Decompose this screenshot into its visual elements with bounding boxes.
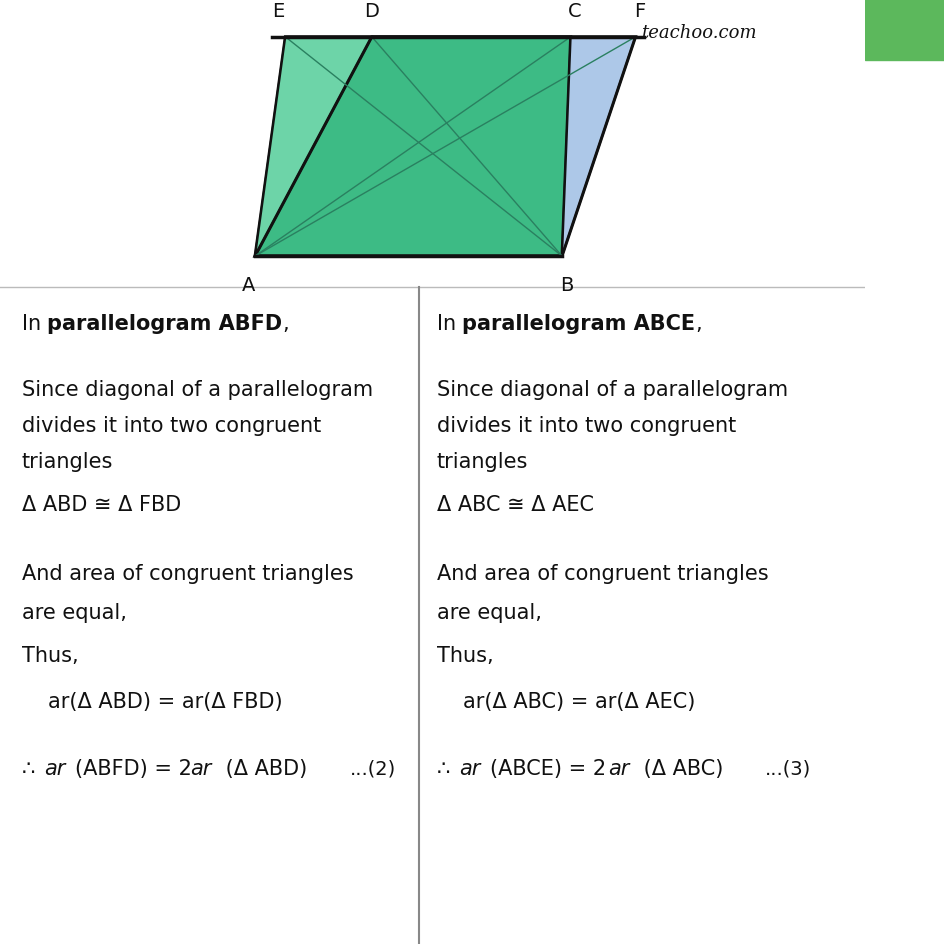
Text: Thus,: Thus, xyxy=(436,646,493,666)
Text: Since diagonal of a parallelogram: Since diagonal of a parallelogram xyxy=(22,379,372,399)
Polygon shape xyxy=(562,38,635,257)
Text: (ABCE) = 2: (ABCE) = 2 xyxy=(490,758,613,778)
Text: F: F xyxy=(633,2,645,21)
Text: triangles: triangles xyxy=(22,452,113,472)
Text: ar(Δ ABC) = ar(Δ AEC): ar(Δ ABC) = ar(Δ AEC) xyxy=(463,691,694,711)
Text: are equal,: are equal, xyxy=(436,602,541,623)
Text: teachoo.com: teachoo.com xyxy=(640,24,756,42)
Text: (Δ ABD): (Δ ABD) xyxy=(218,758,307,778)
Polygon shape xyxy=(255,38,371,257)
Text: Since diagonal of a parallelogram: Since diagonal of a parallelogram xyxy=(436,379,787,399)
Text: (ABFD) = 2: (ABFD) = 2 xyxy=(76,758,198,778)
Text: D: D xyxy=(364,2,379,21)
Text: And area of congruent triangles: And area of congruent triangles xyxy=(22,564,353,583)
Text: A: A xyxy=(242,276,255,295)
Text: In: In xyxy=(436,314,462,334)
Text: Thus,: Thus, xyxy=(22,646,78,666)
Text: ar: ar xyxy=(607,758,629,778)
Text: ...(3): ...(3) xyxy=(765,759,811,778)
Text: E: E xyxy=(272,2,284,21)
Text: ar: ar xyxy=(190,758,211,778)
Text: ...(2): ...(2) xyxy=(350,759,396,778)
Text: C: C xyxy=(567,2,582,21)
Text: ,: , xyxy=(695,314,701,334)
Text: are equal,: are equal, xyxy=(22,602,126,623)
Text: ar(Δ ABD) = ar(Δ FBD): ar(Δ ABD) = ar(Δ FBD) xyxy=(47,691,282,711)
Text: parallelogram ABFD: parallelogram ABFD xyxy=(47,314,282,334)
Text: ,: , xyxy=(282,314,289,334)
Text: Δ ABD ≅ Δ FBD: Δ ABD ≅ Δ FBD xyxy=(22,495,180,514)
Text: divides it into two congruent: divides it into two congruent xyxy=(22,415,321,436)
Text: Δ ABC ≅ Δ AEC: Δ ABC ≅ Δ AEC xyxy=(436,495,593,514)
Text: (Δ ABC): (Δ ABC) xyxy=(636,758,723,778)
Text: And area of congruent triangles: And area of congruent triangles xyxy=(436,564,767,583)
Text: parallelogram ABCE: parallelogram ABCE xyxy=(462,314,695,334)
Text: In: In xyxy=(22,314,47,334)
Polygon shape xyxy=(255,38,570,257)
Bar xyxy=(864,0,944,61)
Text: triangles: triangles xyxy=(436,452,528,472)
Text: ∴: ∴ xyxy=(436,758,456,778)
Text: divides it into two congruent: divides it into two congruent xyxy=(436,415,735,436)
Text: ar: ar xyxy=(44,758,65,778)
Text: ar: ar xyxy=(459,758,480,778)
Text: B: B xyxy=(559,276,572,295)
Text: ∴: ∴ xyxy=(22,758,42,778)
